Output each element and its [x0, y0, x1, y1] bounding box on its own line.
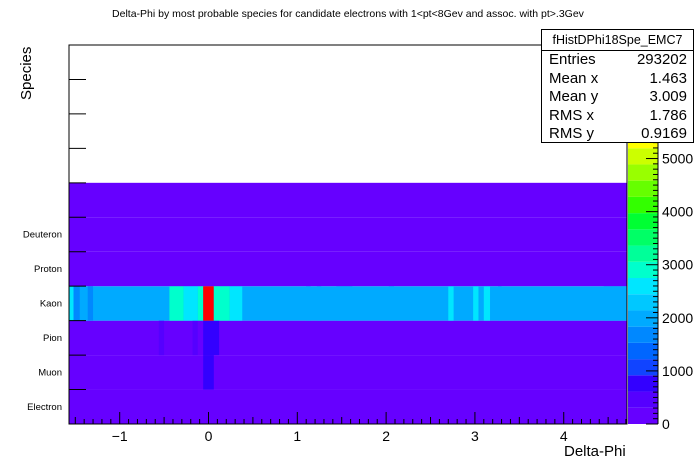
stats-value: 1.463 — [649, 69, 687, 87]
x-tick-label: 3 — [471, 428, 479, 444]
stats-row: Mean x 1.463 — [542, 70, 693, 89]
heatmap-row — [69, 251, 627, 287]
color-scale-swatch — [628, 229, 658, 246]
stats-value: 293202 — [636, 51, 687, 68]
y-category-label: Deuteron — [23, 230, 62, 241]
color-scale-swatch — [628, 326, 658, 343]
heatmap-cell — [69, 286, 74, 321]
color-scale-swatch — [628, 391, 658, 408]
x-tick-label: 4 — [560, 428, 568, 444]
y-category-label: Kaon — [40, 298, 62, 309]
x-axis: −1 0 1 2 3 4 — [74, 412, 627, 444]
heatmap-cell — [316, 286, 322, 321]
y-category-label: Electron — [27, 402, 62, 413]
heatmap-cell — [203, 320, 220, 356]
color-scale-swatch — [628, 164, 658, 181]
color-scale-swatch — [628, 375, 658, 392]
stats-box: fHistDPhi18Spe_EMC7 Entries 293202 Mean … — [541, 29, 694, 143]
color-scale-swatch — [628, 213, 658, 230]
heatmap-cell — [498, 286, 502, 321]
heatmap-cell — [473, 286, 479, 321]
stats-label: RMS x — [549, 106, 594, 124]
heatmap-cell — [203, 355, 214, 390]
color-scale-label: 2000 — [662, 310, 693, 326]
heatmap-row — [69, 389, 627, 424]
stats-label: Mean y — [549, 88, 599, 105]
y-category-label: Pion — [43, 333, 62, 344]
color-scale: 0 1000 2000 3000 4000 5000 — [628, 131, 693, 432]
heatmap-cell — [483, 286, 491, 321]
color-scale-swatch — [628, 310, 658, 327]
color-scale-swatch — [628, 294, 658, 311]
heatmap-cell — [197, 320, 204, 356]
heatmap-row — [69, 320, 627, 356]
heatmap-row — [69, 355, 627, 390]
heatmap-cell — [388, 286, 395, 321]
color-scale-label: 3000 — [662, 257, 693, 273]
color-scale-swatch — [628, 359, 658, 376]
stats-value: 3.009 — [649, 88, 687, 105]
color-scale-swatch — [628, 148, 658, 165]
stats-label: Mean x — [549, 69, 599, 87]
stats-row: RMS y 0.9169 — [542, 125, 693, 144]
heatmap-cell — [603, 286, 627, 321]
plot-border — [68, 44, 628, 425]
stats-row: Entries 293202 — [542, 51, 693, 70]
heatmap-cell — [203, 286, 214, 321]
heatmap-cells — [69, 182, 627, 424]
heatmap-cell — [87, 286, 94, 321]
heatmap-cell — [213, 286, 230, 321]
heatmap-row — [69, 217, 627, 252]
heatmap-row — [69, 182, 627, 218]
heatmap-cell — [197, 286, 204, 321]
stats-title: fHistDPhi18Spe_EMC7 — [542, 30, 693, 51]
y-category-label: Muon — [38, 367, 62, 378]
color-scale-swatch — [628, 342, 658, 360]
color-scale-label: 4000 — [662, 204, 693, 220]
color-scale-label: 0 — [662, 416, 670, 432]
stats-row: Mean y 3.009 — [542, 88, 693, 107]
x-tick-label: −1 — [112, 428, 128, 444]
color-scale-swatch — [628, 180, 658, 197]
heatmap-cell — [183, 286, 198, 321]
heatmap-cell — [158, 320, 165, 356]
x-tick-label: 2 — [382, 428, 390, 444]
stats-label: RMS y — [549, 125, 594, 142]
stats-value: 1.786 — [649, 106, 687, 124]
y-axis: Electron Muon Pion Kaon Proton Deuteron — [23, 44, 86, 425]
stats-value: 0.9169 — [641, 125, 687, 142]
plot-frame — [68, 44, 628, 425]
color-scale-label: 1000 — [662, 363, 693, 379]
color-scale-label: 5000 — [662, 151, 693, 167]
heatmap-cell — [192, 320, 198, 356]
stats-row: RMS x 1.786 — [542, 107, 693, 126]
color-scale-swatch — [628, 196, 658, 214]
chart-title: Delta-Phi by most probable species for c… — [112, 8, 584, 20]
y-category-label: Proton — [34, 264, 62, 275]
heatmap-cell — [448, 286, 454, 321]
heatmap-cell — [169, 286, 184, 321]
color-scale-swatch — [628, 261, 658, 278]
x-tick-label: 0 — [205, 428, 213, 444]
heatmap-cell — [229, 286, 243, 321]
stats-label: Entries — [549, 51, 596, 68]
color-scale-swatch — [628, 278, 658, 295]
heatmap-cell — [306, 286, 311, 321]
heatmap-cell — [336, 286, 353, 321]
x-tick-label: 1 — [293, 428, 301, 444]
x-axis-title: Delta-Phi — [564, 443, 626, 460]
heatmap-cell — [73, 286, 80, 321]
color-scale-swatch — [628, 407, 658, 424]
color-scale-swatch — [628, 245, 658, 262]
